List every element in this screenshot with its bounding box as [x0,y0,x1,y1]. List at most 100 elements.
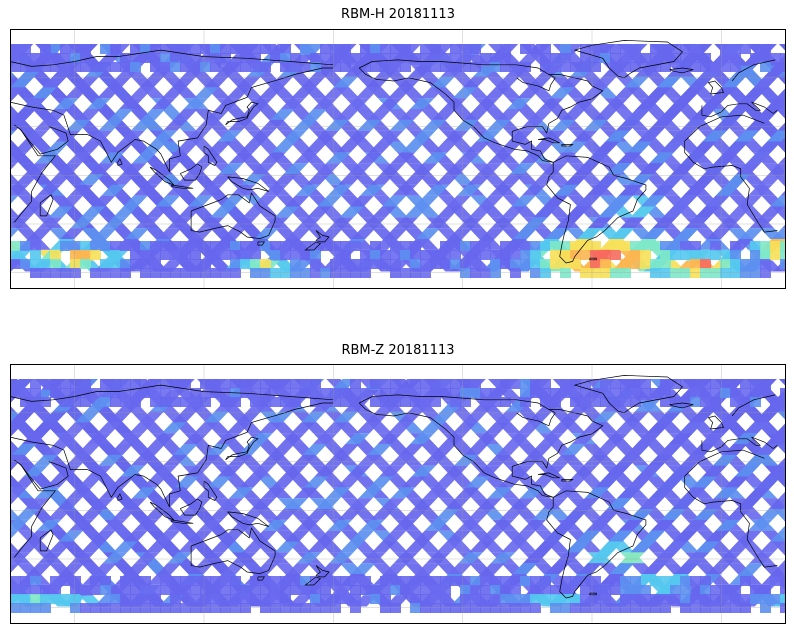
track-segment [186,163,211,174]
coastline [707,80,725,95]
coastline [358,67,554,163]
swath-cell [240,259,251,269]
track-segment [70,217,95,229]
coastline [511,80,604,163]
swath-cell [180,241,191,251]
track-segment [399,109,425,120]
track-segment [14,174,39,185]
swath-cell [130,259,141,269]
swath-cell [580,241,591,251]
swath-cell [640,250,651,260]
track-segment [626,109,651,120]
track-segment [345,98,370,109]
track-segment [721,76,746,88]
swath-cell [430,44,441,54]
swath-cell [270,53,281,63]
track-segment [604,98,629,109]
track-segment [668,98,694,109]
track-segment [436,206,461,218]
swath-cell [160,241,171,251]
swath-cell [540,62,551,72]
swath-cell [190,62,201,72]
track-segment [44,109,69,120]
coastline [701,101,778,118]
track-segment [705,195,730,207]
track-segment [651,184,676,196]
swath-cell [670,44,681,54]
track-segment [207,141,232,153]
track-segment [221,228,247,239]
track-segment [390,152,416,164]
track-segment [333,76,358,88]
swath-cell [690,259,701,269]
track-segment [176,174,201,185]
track-segment [715,184,741,196]
swath-cell [740,44,751,54]
swath-cell [640,259,651,269]
track-segment [476,130,501,142]
swath-cell [250,62,261,72]
swath-cell [50,53,61,63]
swath-cell [440,53,451,63]
coastline [304,241,322,251]
track-segment [517,87,542,99]
swath-cell [500,62,511,72]
swath-cell [620,62,631,72]
track-segment [188,195,213,207]
swath-cell [70,250,81,260]
track-segment [383,228,408,239]
swath-cell [730,241,741,251]
track-segment [57,163,82,174]
swath-cell [270,250,281,260]
track-segment [693,174,718,185]
track-segment [108,109,134,120]
track-segment [196,152,222,164]
track-segment [13,141,38,153]
track-segment [618,184,644,196]
track-segment [10,217,31,229]
swath-cell [400,44,411,54]
track-segment [48,206,73,218]
track-segment [771,228,786,239]
swath-cell [90,241,101,251]
track-segment [35,152,60,164]
track-segment [360,184,385,196]
track-segment [25,163,50,174]
track-segment [474,98,500,109]
track-segment [107,76,132,88]
track-segment [551,119,576,131]
track-segment [199,217,225,229]
swath-cell [70,44,81,54]
track-segment [10,104,15,109]
track-segment [442,98,467,109]
swath-cell [310,259,321,269]
track-segment [326,152,351,164]
track-segment [593,109,619,120]
track-segment [280,98,306,109]
track-segment [122,163,147,174]
coastline [171,184,194,189]
track-segment [10,249,32,261]
swath-cell [250,259,261,269]
swath-cell [180,250,191,260]
swath-cell [720,62,731,72]
track-segment [220,195,245,207]
track-segment [142,141,167,153]
track-segment [596,174,621,185]
track-segment [778,155,786,164]
track-segment [743,87,768,99]
swath-cell [70,53,81,63]
swath-cell [520,241,531,251]
swath-cell [160,62,171,72]
swath-cell [520,259,531,269]
track-segment [726,174,751,185]
track-segment [605,130,630,142]
track-segment [313,98,338,109]
track-segment [662,206,688,218]
panel-title-rbm-z: RBM-Z 20181113 [341,343,455,358]
track-segment [401,141,426,153]
track-segment [649,152,674,164]
track-segment [389,119,414,131]
swath-cell [400,62,411,72]
track-segment [145,206,170,218]
